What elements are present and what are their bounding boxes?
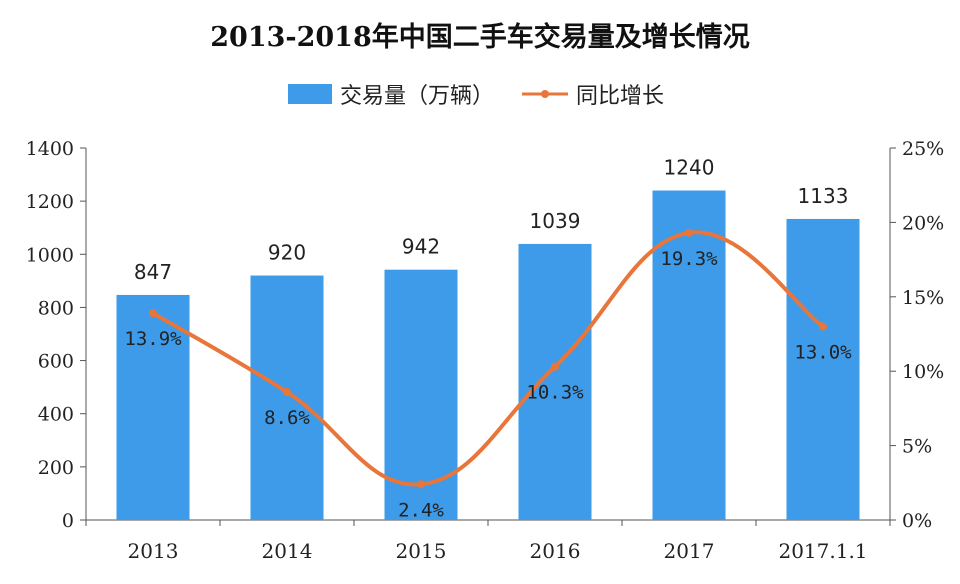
bar: [116, 294, 190, 520]
y-right-tick-label: 0%: [902, 510, 932, 532]
growth-point: [551, 362, 559, 371]
growth-point: [819, 322, 827, 331]
x-tick-label: 2015: [396, 539, 447, 563]
bar: [250, 275, 324, 520]
growth-point: [417, 480, 425, 489]
legend-label-line: 同比增长: [576, 84, 664, 109]
bar-value-label: 847: [134, 260, 172, 284]
growth-value-label: 2.4%: [398, 499, 444, 521]
x-tick-label: 2017.1.1: [778, 539, 867, 563]
bar-value-label: 1240: [664, 156, 715, 180]
growth-line-path: [151, 230, 825, 487]
x-tick-label: 2016: [530, 539, 581, 563]
legend: 交易量（万辆） 同比增长: [288, 84, 664, 109]
bar: [518, 243, 592, 520]
bar-value-label: 1133: [798, 184, 849, 208]
y-left-tick-label: 1000: [26, 244, 74, 266]
y-right-tick-label: 5%: [902, 436, 932, 458]
y-left-tick-label: 1400: [26, 138, 74, 160]
y-right-tick-label: 25%: [902, 138, 944, 160]
bar-value-label: 920: [268, 241, 306, 265]
growth-point: [283, 388, 291, 397]
growth-point: [149, 309, 157, 318]
y-left-tick-label: 200: [38, 457, 74, 479]
bars: [116, 190, 860, 520]
axes: 0 200 400 600 800 1000 1200 1400 0% 5% 10% 15% 20% 25…: [26, 138, 945, 563]
y-left-tick-label: 800: [38, 297, 74, 319]
bar: [652, 190, 726, 520]
bar-value-label: 942: [402, 235, 440, 259]
x-tick-label: 2014: [262, 539, 313, 563]
y-right-tick-label: 20%: [902, 212, 944, 234]
growth-value-label: 13.9%: [124, 328, 182, 350]
growth-value-label: 13.0%: [794, 342, 852, 364]
x-tick-label: 2017: [664, 539, 715, 563]
y-right-tick-label: 15%: [902, 287, 944, 309]
bar-value-label: 1039: [530, 209, 581, 233]
x-tick-label: 2013: [128, 539, 179, 563]
y-left-tick-label: 400: [38, 404, 74, 426]
growth-line: [149, 228, 827, 489]
y-left-tick-label: 0: [62, 510, 74, 532]
y-left-tick-label: 1200: [26, 191, 74, 213]
data-labels: 847 920 942 1039 1240 1133 13.9% 8.6% 2.4% 10.3% 1…: [124, 156, 852, 522]
growth-value-label: 8.6%: [264, 407, 310, 429]
growth-value-label: 10.3%: [526, 382, 584, 404]
legend-label-bar: 交易量（万辆）: [340, 84, 494, 109]
legend-swatch-bar: [288, 84, 332, 104]
legend-marker-line: [541, 90, 549, 98]
y-right-tick-label: 10%: [902, 361, 944, 383]
chart-title: 2013-2018年中国二手车交易量及增长情况: [210, 21, 750, 53]
y-left-tick-label: 600: [38, 351, 74, 373]
growth-point: [685, 228, 693, 237]
bar: [786, 218, 860, 520]
growth-value-label: 19.3%: [660, 248, 718, 270]
